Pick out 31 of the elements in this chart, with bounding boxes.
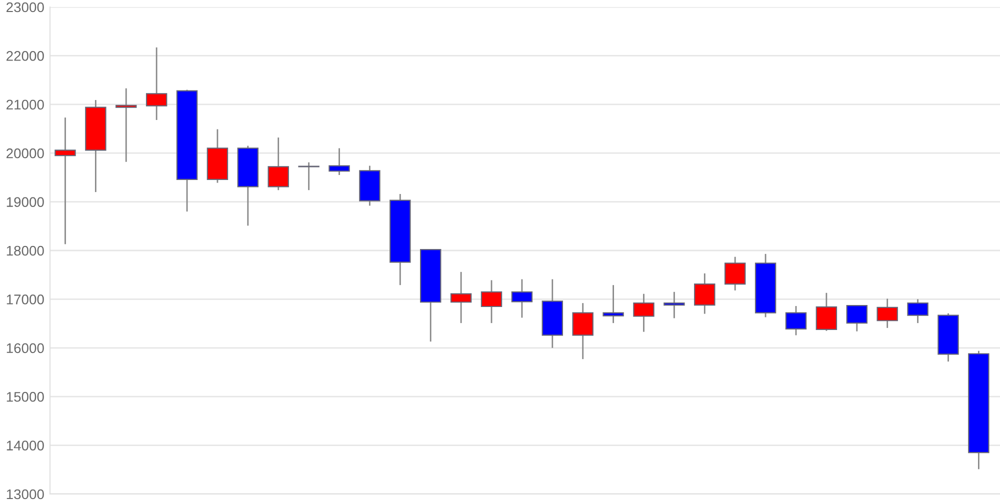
candlestick bbox=[694, 272, 716, 315]
y-tick-label: 15000 bbox=[6, 392, 44, 402]
candlestick bbox=[268, 136, 289, 191]
candlestick bbox=[724, 256, 746, 292]
candlestick bbox=[511, 278, 533, 318]
candlestick bbox=[907, 298, 928, 324]
y-tick-label: 16000 bbox=[6, 343, 44, 354]
y-tick-label: 14000 bbox=[6, 440, 44, 450]
y-tick-label: 17000 bbox=[6, 294, 44, 304]
y-tick-label: 20000 bbox=[6, 148, 44, 158]
candlestick bbox=[480, 280, 502, 324]
candlestick bbox=[816, 292, 838, 332]
y-tick-label: 19000 bbox=[6, 197, 44, 207]
y-tick-label: 21000 bbox=[6, 100, 44, 110]
candlestick bbox=[298, 162, 320, 191]
y-tick-label: 22000 bbox=[6, 51, 44, 61]
candlestick bbox=[602, 284, 624, 324]
candlestick bbox=[785, 305, 807, 336]
candlestick bbox=[146, 46, 168, 121]
y-tick-label: 23000 bbox=[6, 2, 44, 12]
candlestick bbox=[664, 291, 685, 319]
candlestick bbox=[54, 116, 76, 245]
candlestick bbox=[633, 293, 654, 333]
candlestick bbox=[876, 298, 898, 329]
y-tick-label: 18000 bbox=[6, 246, 44, 256]
y-tick-label: 13000 bbox=[6, 489, 44, 500]
candlestick bbox=[846, 304, 868, 332]
candlestick bbox=[572, 302, 594, 360]
candlestick bbox=[116, 88, 137, 163]
candlestick bbox=[328, 148, 350, 176]
candlestick bbox=[450, 271, 472, 324]
